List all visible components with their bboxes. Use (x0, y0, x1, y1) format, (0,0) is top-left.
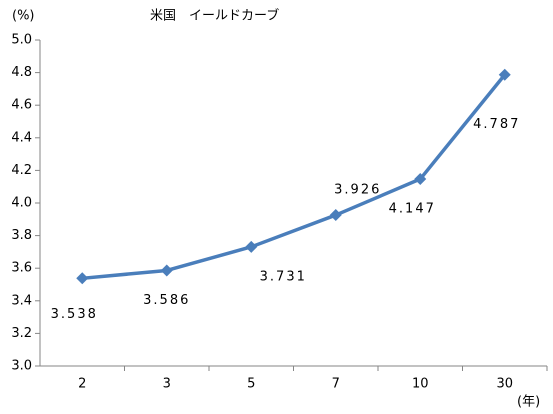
data-label: 3.586 (143, 293, 190, 308)
y-tick-label: 4.4 (11, 130, 32, 145)
x-tick-label: 30 (496, 377, 513, 392)
marker (160, 264, 173, 277)
x-tick-label: 5 (247, 377, 255, 392)
chart-title: 米国 イールドカーブ (150, 8, 279, 24)
data-label: 3.538 (51, 307, 98, 322)
marker (329, 209, 342, 222)
data-label: 3.731 (260, 269, 307, 284)
data-label: 4.787 (473, 117, 520, 132)
x-tick-label: 2 (78, 377, 86, 392)
y-tick-label: 4.0 (11, 196, 32, 211)
marker (76, 272, 89, 285)
marker (414, 173, 427, 186)
y-tick-label: 4.8 (11, 65, 32, 80)
x-tick-label: 7 (332, 377, 340, 392)
x-tick-label: 3 (163, 377, 171, 392)
y-tick-label: 3.6 (11, 261, 32, 276)
marker (498, 68, 511, 81)
y-tick-label: 3.0 (11, 359, 32, 374)
y-tick-label: 3.2 (11, 326, 32, 341)
y-tick-label: 3.4 (11, 293, 32, 308)
data-label: 4.147 (389, 202, 436, 217)
y-axis-label: (%) (12, 9, 35, 24)
y-tick-label: 5.0 (11, 33, 32, 48)
y-tick-label: 4.2 (11, 163, 32, 178)
x-axis-label: (年) (517, 395, 540, 410)
x-tick-label: 10 (412, 377, 429, 392)
y-tick-label: 4.6 (11, 98, 32, 113)
y-tick-label: 3.8 (11, 228, 32, 243)
marker (245, 240, 258, 253)
data-label: 3.926 (334, 183, 381, 198)
line (82, 73, 507, 281)
